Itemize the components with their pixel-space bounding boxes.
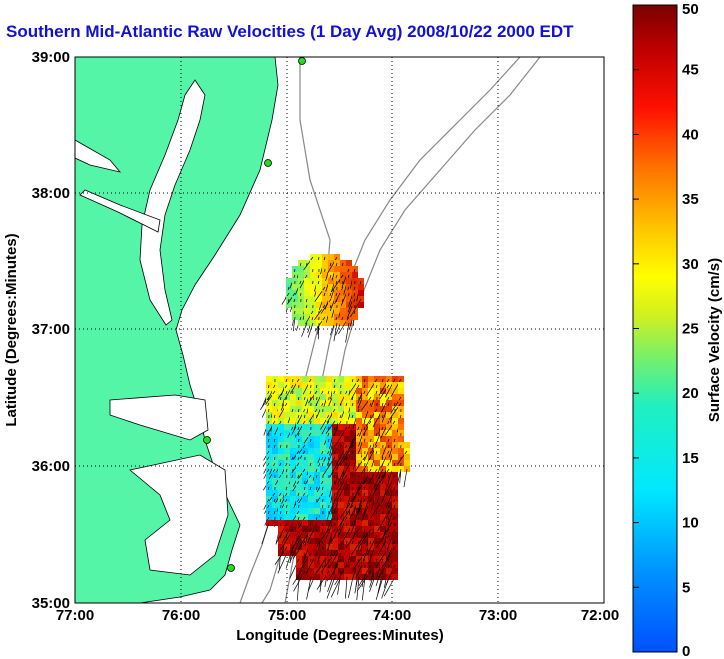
y-tick-labels: 39:00 38:00 37:00 36:00 35:00 [32, 49, 70, 612]
y-tick-label: 35:00 [32, 595, 70, 612]
colorbar-label: Surface Velocity (cm/s) [706, 258, 723, 422]
colorbar-tick-label: 45 [682, 62, 699, 79]
colorbar-ticks: 0 5 10 15 20 25 30 35 40 45 50 [633, 1, 699, 659]
colorbar-tick-label: 50 [682, 1, 699, 18]
colorbar-tick-label: 0 [682, 643, 690, 659]
pamlico-sound [129, 454, 229, 576]
colorbar-tick-label: 40 [682, 126, 699, 143]
colorbar-tick-label: 35 [682, 191, 699, 208]
colorbar-tick-label: 5 [682, 579, 690, 596]
colorbar-tick-label: 30 [682, 256, 699, 273]
colorbar-tick-label: 10 [682, 515, 699, 532]
colorbar-tick-label: 15 [682, 450, 699, 467]
radar-site-marker [227, 564, 235, 572]
x-tick-label: 74:00 [373, 607, 411, 624]
x-tick-label: 72:00 [581, 607, 619, 624]
chesapeake-bay [139, 79, 206, 326]
colorbar-tick-label: 20 [682, 385, 699, 402]
y-tick-label: 38:00 [32, 185, 70, 202]
y-axis-label: Latitude (Degrees:Minutes) [3, 233, 20, 426]
x-tick-labels: 77:00 76:00 75:00 74:00 73:00 72:00 [56, 607, 619, 624]
y-tick-label: 39:00 [32, 49, 70, 66]
x-tick-label: 73:00 [479, 607, 517, 624]
velocity-field [259, 254, 410, 601]
y-tick-label: 36:00 [32, 458, 70, 475]
grid-lines [75, 57, 604, 603]
albemarle-sound [109, 394, 209, 441]
potomac-river [79, 189, 161, 233]
x-tick-label: 77:00 [56, 607, 94, 624]
colorbar [632, 4, 678, 653]
x-tick-label: 75:00 [268, 607, 306, 624]
radar-site-marker [203, 436, 211, 444]
delaware-bay [75, 139, 122, 173]
plot-title: Southern Mid-Atlantic Raw Velocities (1 … [6, 22, 574, 41]
radar-site-marker [298, 57, 306, 65]
y-tick-label: 37:00 [32, 321, 70, 338]
x-tick-label: 76:00 [162, 607, 200, 624]
radar-site-marker [264, 159, 272, 167]
axes-frame [74, 56, 605, 604]
x-axis-label: Longitude (Degrees:Minutes) [236, 627, 444, 644]
colorbar-tick-label: 25 [682, 321, 699, 338]
